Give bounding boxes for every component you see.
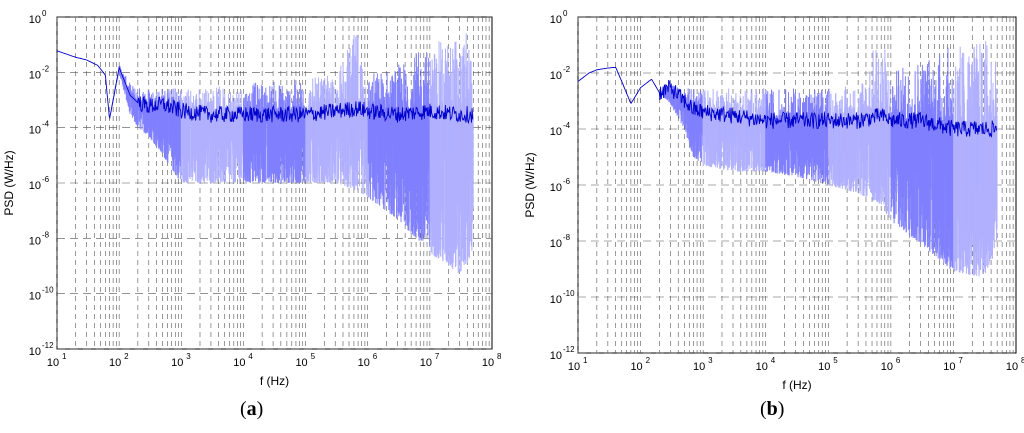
y-tick-exponent: 0 (563, 9, 568, 18)
x-tick-exponent: 8 (497, 352, 502, 361)
y-tick-label: 10 (29, 346, 41, 358)
x-tick-label: 10 (420, 357, 432, 369)
x-tick-label: 10 (358, 357, 370, 369)
x-axis-label: f (Hz) (260, 374, 289, 388)
panel-label-a: (a) (240, 398, 264, 420)
x-tick-label: 10 (171, 357, 183, 369)
panel-label-b: (b) (760, 398, 785, 420)
x-tick-exponent: 2 (124, 352, 129, 361)
x-tick-exponent: 5 (311, 352, 316, 361)
y-axis-label: PSD (W/Hz) (523, 152, 537, 217)
y-tick-label: 10 (29, 14, 41, 26)
chart-panel-b: 10110210310410510610710810-1210-1010-810… (523, 9, 1024, 392)
y-tick-exponent: -6 (563, 177, 571, 186)
x-tick-exponent: 3 (186, 352, 191, 361)
y-tick-label: 10 (29, 69, 41, 81)
y-tick-exponent: -10 (42, 286, 54, 295)
x-tick-label: 10 (693, 361, 705, 373)
x-tick-exponent: 6 (373, 352, 378, 361)
y-tick-label: 10 (550, 70, 562, 82)
x-tick-label: 10 (109, 357, 121, 369)
x-tick-label: 10 (818, 361, 830, 373)
x-tick-exponent: 4 (248, 352, 253, 361)
y-tick-label: 10 (550, 350, 562, 362)
x-tick-exponent: 1 (62, 352, 67, 361)
y-tick-exponent: -12 (563, 345, 575, 354)
x-tick-exponent: 8 (1021, 356, 1024, 365)
x-tick-label: 10 (482, 357, 494, 369)
x-tick-label: 10 (568, 361, 580, 373)
x-tick-exponent: 7 (435, 352, 440, 361)
y-tick-exponent: -8 (42, 230, 50, 239)
panel-label-b-letter: b (766, 398, 778, 420)
x-tick-label: 10 (233, 357, 245, 369)
psd-line (56, 50, 474, 125)
y-tick-label: 10 (29, 291, 41, 303)
x-tick-exponent: 1 (583, 356, 588, 365)
x-tick-exponent: 4 (771, 356, 776, 365)
y-tick-label: 10 (29, 125, 41, 137)
y-tick-exponent: -4 (563, 121, 571, 130)
y-tick-label: 10 (550, 294, 562, 306)
x-tick-exponent: 5 (833, 356, 838, 365)
x-tick-exponent: 3 (708, 356, 713, 365)
psd-band (659, 41, 998, 277)
x-tick-label: 10 (756, 361, 768, 373)
x-tick-exponent: 7 (958, 356, 963, 365)
y-tick-label: 10 (550, 14, 562, 26)
y-tick-exponent: -12 (42, 341, 54, 350)
chart-panel-a: 10110210310410510610710810-1210-1010-810… (2, 9, 502, 388)
y-axis-label: PSD (W/Hz) (2, 150, 16, 215)
x-tick-label: 10 (1006, 361, 1018, 373)
x-tick-exponent: 2 (646, 356, 651, 365)
y-tick-label: 10 (550, 126, 562, 138)
panel-label-a-letter: a (246, 398, 257, 420)
y-tick-label: 10 (29, 180, 41, 192)
x-tick-label: 10 (630, 361, 642, 373)
psd-band (109, 33, 474, 274)
y-tick-exponent: -4 (42, 120, 50, 129)
x-tick-exponent: 6 (896, 356, 901, 365)
x-tick-label: 10 (47, 357, 59, 369)
y-tick-label: 10 (550, 238, 562, 250)
y-tick-exponent: -2 (42, 64, 50, 73)
y-tick-label: 10 (550, 182, 562, 194)
y-tick-exponent: -6 (42, 175, 50, 184)
y-tick-exponent: -2 (563, 65, 571, 74)
y-tick-exponent: -10 (563, 289, 575, 298)
y-tick-exponent: -8 (563, 233, 571, 242)
x-tick-label: 10 (295, 357, 307, 369)
x-axis-label: f (Hz) (782, 378, 811, 392)
x-tick-label: 10 (881, 361, 893, 373)
y-tick-exponent: 0 (42, 9, 47, 18)
x-tick-label: 10 (943, 361, 955, 373)
y-tick-label: 10 (29, 235, 41, 247)
psd-line (577, 66, 998, 138)
